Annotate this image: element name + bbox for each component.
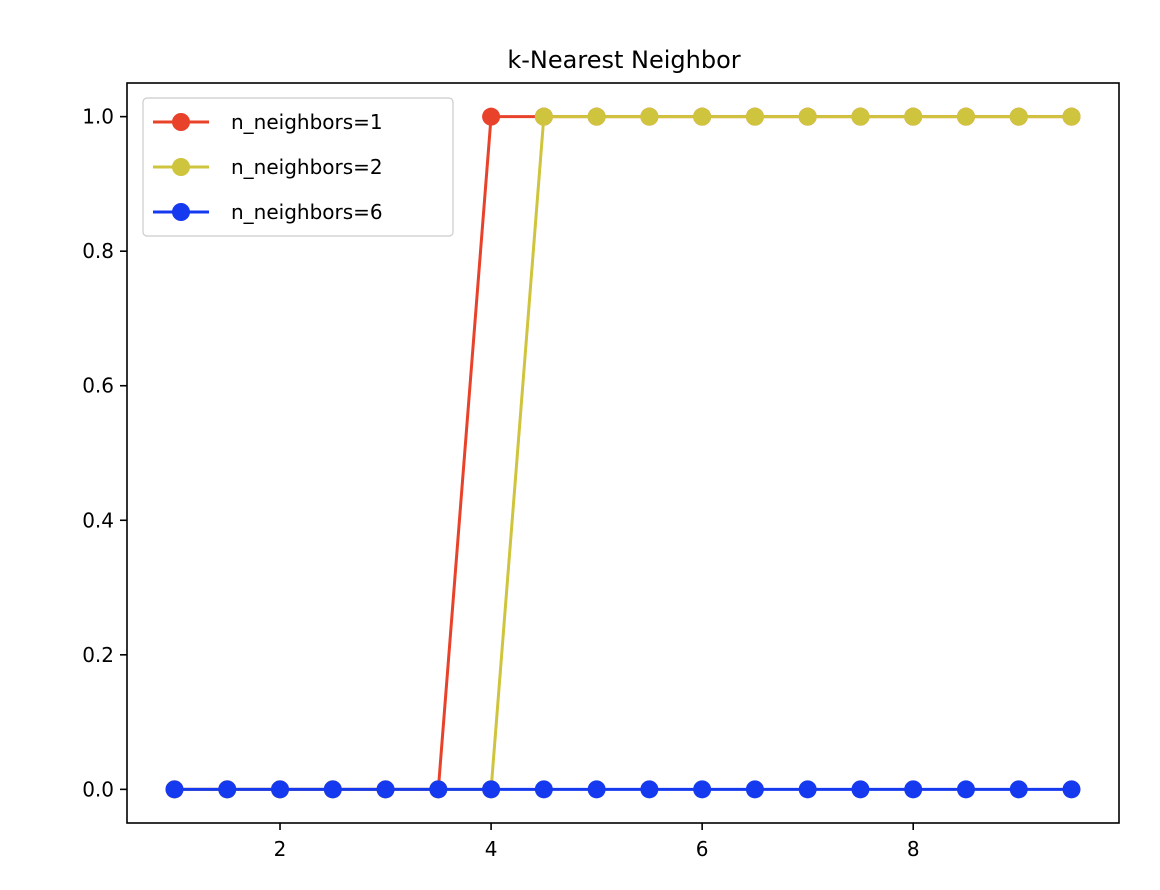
data-point (218, 780, 237, 799)
data-point (956, 107, 975, 126)
data-point (693, 780, 712, 799)
legend-label: n_neighbors=2 (231, 155, 383, 179)
data-point (376, 780, 395, 799)
legend-swatch-marker (172, 113, 190, 131)
data-point (640, 780, 659, 799)
plot-area (165, 107, 1081, 799)
data-point (165, 780, 184, 799)
data-point (429, 780, 448, 799)
data-point (904, 780, 923, 799)
y-tick-label: 0.0 (82, 777, 114, 801)
x-tick-label: 8 (907, 837, 920, 861)
data-point (745, 107, 764, 126)
axes-frame (126, 82, 1120, 824)
y-tick-label: 0.2 (82, 643, 114, 667)
series-3 (165, 780, 1081, 799)
x-tick-label: 2 (274, 837, 287, 861)
legend-entry: n_neighbors=1 (153, 110, 383, 134)
legend-entry: n_neighbors=6 (153, 200, 383, 224)
data-point (482, 780, 501, 799)
legend-swatch-marker (172, 203, 190, 221)
y-axis: 0.0 0.2 0.4 0.6 0.8 1.0 (82, 105, 127, 801)
data-point (323, 780, 342, 799)
legend-label: n_neighbors=6 (231, 200, 383, 224)
legend-entry: n_neighbors=2 (153, 155, 383, 179)
y-tick-label: 0.4 (82, 508, 114, 532)
y-tick-label: 1.0 (82, 105, 114, 129)
x-tick-label: 4 (485, 837, 498, 861)
legend-box (142, 97, 454, 237)
data-point (271, 780, 290, 799)
legend: n_neighbors=1 n_neighbors=2 n_neighbors=6 (142, 97, 454, 237)
data-point (1009, 107, 1028, 126)
data-point (534, 780, 553, 799)
data-point (587, 780, 606, 799)
data-point (956, 780, 975, 799)
data-point (587, 107, 606, 126)
data-point (904, 107, 923, 126)
y-tick-label: 0.6 (82, 374, 114, 398)
data-point (798, 780, 817, 799)
data-point (640, 107, 659, 126)
chart-title: k-Nearest Neighbor (507, 46, 740, 74)
legend-swatch-marker (172, 158, 190, 176)
data-point (1062, 107, 1081, 126)
data-point (798, 107, 817, 126)
data-point (1009, 780, 1028, 799)
data-point (745, 780, 764, 799)
data-point (482, 107, 501, 126)
x-tick-label: 6 (696, 837, 709, 861)
data-point (1062, 780, 1081, 799)
data-point (693, 107, 712, 126)
data-point (534, 107, 553, 126)
legend-label: n_neighbors=1 (231, 110, 383, 134)
x-axis: 2 4 6 8 (274, 823, 920, 861)
y-tick-label: 0.8 (82, 239, 114, 263)
data-point (851, 780, 870, 799)
data-point (851, 107, 870, 126)
